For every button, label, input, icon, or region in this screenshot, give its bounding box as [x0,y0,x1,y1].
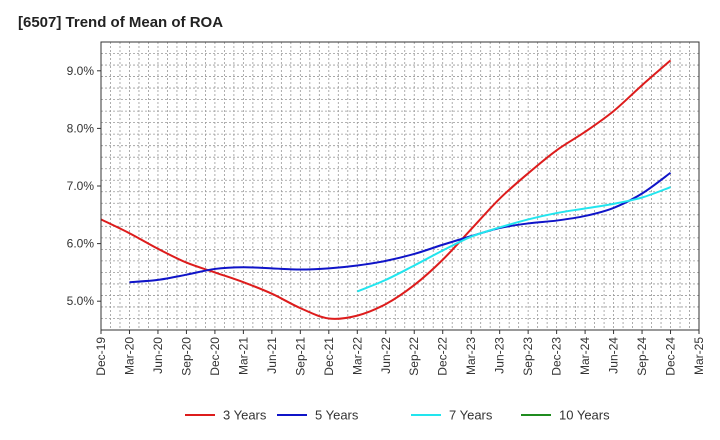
x-tick-label: Sep-21 [293,337,307,376]
legend-label: 5 Years [315,408,359,423]
y-axis-ticks: 5.0% 6.0% 7.0% 8.0% 9.0% [67,64,101,308]
x-tick-label: Jun-21 [265,337,279,374]
x-tick-label: Dec-22 [436,337,450,376]
x-tick-label: Dec-21 [322,337,336,376]
x-tick-label: Sep-24 [635,337,649,376]
x-tick-label: Mar-20 [122,337,136,375]
x-tick-label: Jun-22 [379,337,393,374]
x-tick-label: Mar-23 [464,337,478,375]
x-tick-label: Mar-24 [578,337,592,375]
x-tick-label: Dec-23 [550,337,564,376]
plot-frame [100,41,700,331]
x-tick-label: Mar-25 [692,337,706,375]
legend-label: 3 Years [223,408,267,423]
y-tick-label: 6.0% [67,237,95,251]
x-tick-label: Sep-22 [407,337,421,376]
x-tick-label: Sep-20 [179,337,193,376]
x-tick-label: Dec-24 [664,337,678,376]
legend-label: 7 Years [449,408,493,423]
x-tick-label: Mar-21 [236,337,250,375]
series-line-7-years [356,186,671,293]
series-line-3-years [100,59,672,320]
x-tick-label: Dec-19 [94,337,108,376]
chart-title: [6507] Trend of Mean of ROA [18,14,224,31]
x-tick-label: Sep-23 [521,337,535,376]
x-tick-label: Mar-22 [350,337,364,375]
series-lines [100,59,672,320]
grid-lines [101,42,699,330]
y-tick-label: 7.0% [67,179,95,193]
x-tick-label: Jun-23 [493,337,507,374]
y-tick-label: 5.0% [67,294,95,308]
x-tick-label: Dec-20 [208,337,222,376]
legend-label: 10 Years [559,408,610,423]
x-tick-label: Jun-20 [151,337,165,374]
y-tick-label: 8.0% [67,121,95,135]
legend: 3 Years 5 Years 7 Years 10 Years [185,408,610,423]
plot-area [101,42,699,330]
y-tick-label: 9.0% [67,64,95,78]
x-tick-label: Jun-24 [607,337,621,374]
series-line-5-years [129,171,672,284]
x-axis-ticks: Dec-19 Mar-20 Jun-20 Sep-20 Dec-20 Mar-21 Jun-… [94,330,706,376]
